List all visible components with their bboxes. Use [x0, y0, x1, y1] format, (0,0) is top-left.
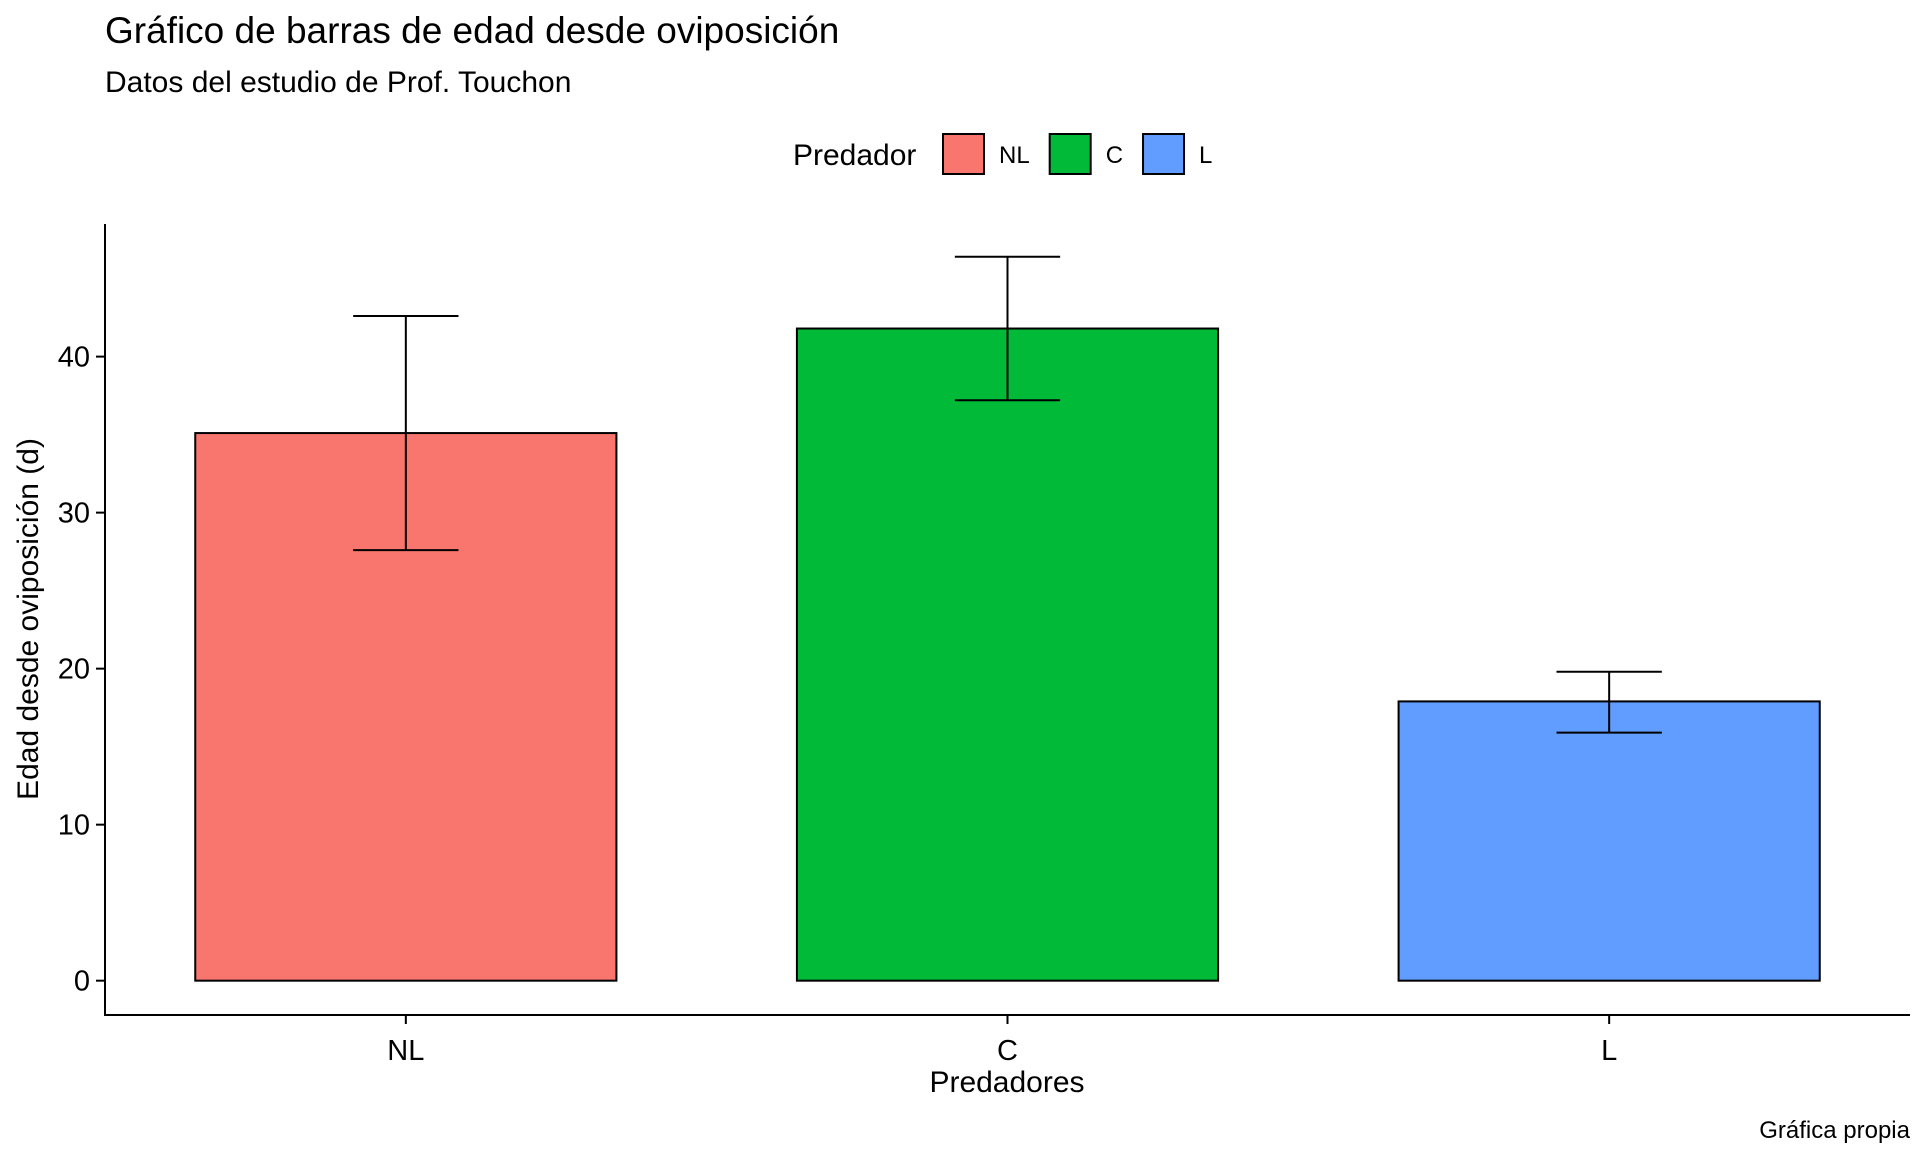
error-bar-nl — [353, 315, 459, 552]
legend-label-l: L — [1199, 142, 1212, 169]
legend: Predador NL C L — [793, 133, 1212, 175]
plot-area — [194, 255, 1821, 982]
chart-caption: Gráfica propia — [1759, 1117, 1910, 1144]
y-tick-label-30: 30 — [58, 498, 90, 530]
legend-label-c: C — [1106, 142, 1123, 169]
legend-key-nl — [942, 133, 985, 175]
error-bar-l — [1556, 670, 1662, 734]
chart-subtitle: Datos del estudio de Prof. Touchon — [105, 66, 571, 99]
bar-c — [795, 327, 1220, 982]
legend-title: Predador — [793, 139, 916, 172]
y-tick-label-40: 40 — [58, 342, 90, 374]
x-axis: NL C L — [104, 1014, 1910, 1067]
legend-key-l — [1142, 133, 1186, 175]
x-tick-label-l: L — [1601, 1035, 1617, 1067]
y-axis: 0 10 20 30 40 — [58, 224, 106, 1015]
y-tick-label-0: 0 — [74, 966, 90, 998]
y-axis-title: Edad desde oviposición (d) — [12, 438, 45, 800]
y-tick-label-20: 20 — [58, 654, 90, 686]
chart-title: Gráfico de barras de edad desde oviposic… — [105, 10, 839, 51]
bar-l — [1397, 700, 1821, 982]
legend-key-c — [1048, 133, 1092, 175]
legend-label-nl: NL — [999, 142, 1030, 169]
x-tick-label-nl: NL — [387, 1035, 424, 1067]
y-tick-label-10: 10 — [58, 810, 90, 842]
x-tick-label-c: C — [997, 1035, 1018, 1067]
x-axis-title: Predadores — [929, 1066, 1084, 1099]
error-bar-c — [954, 255, 1061, 402]
